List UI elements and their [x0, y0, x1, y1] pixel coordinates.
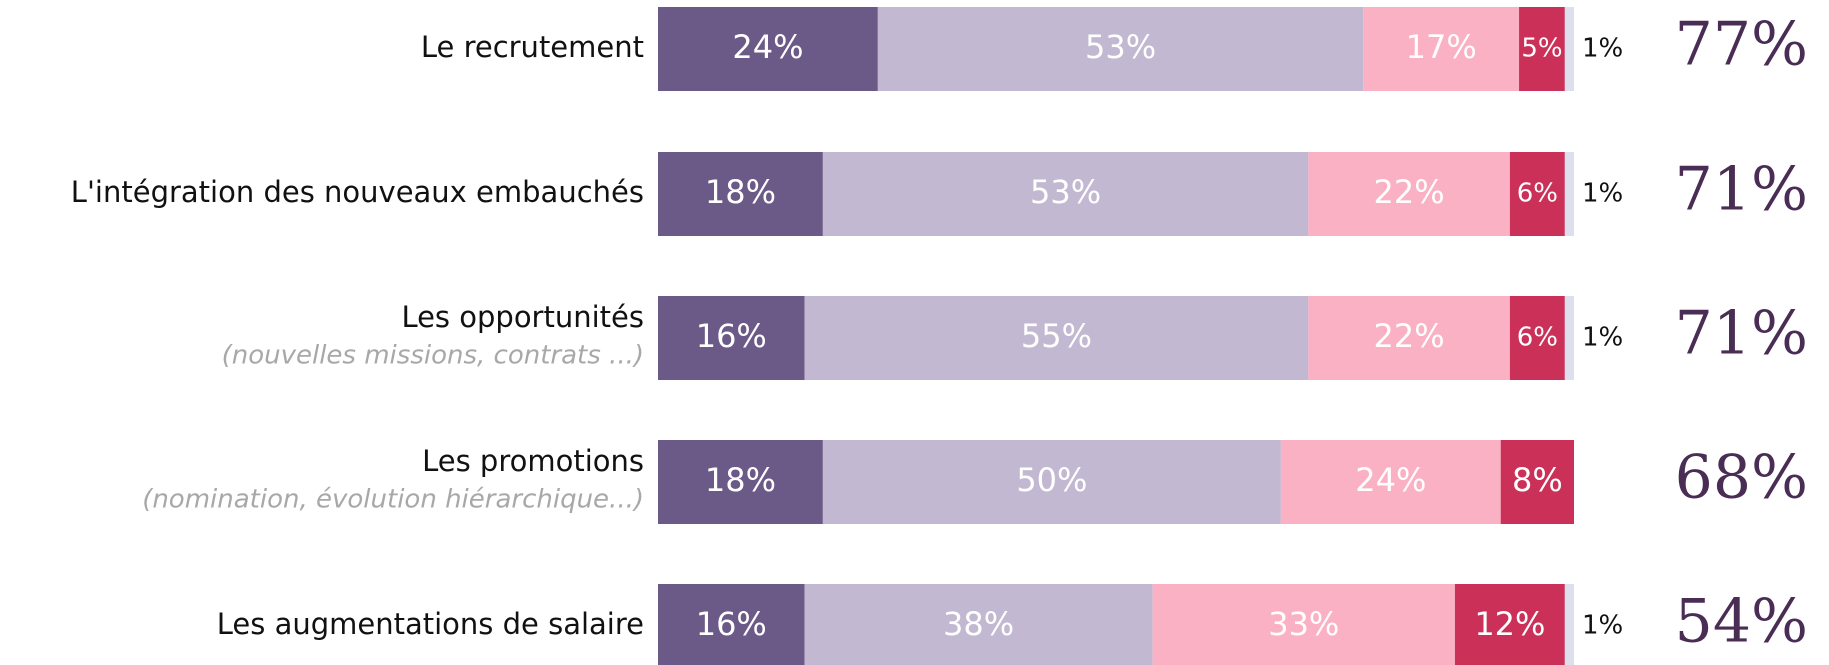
bar-segment [822, 152, 1309, 236]
bar-segment [877, 7, 1364, 91]
category-label: Les promotions [422, 444, 644, 478]
bar-segment [1509, 152, 1565, 236]
bar-segment [1519, 7, 1565, 91]
bar-segment [1509, 296, 1565, 380]
bar-segment [658, 296, 805, 380]
value-label: 6% [1517, 179, 1558, 209]
bar-segment [1454, 584, 1565, 665]
value-label: 38% [943, 605, 1014, 643]
value-label: 6% [1517, 323, 1558, 353]
bar-segment [1564, 152, 1574, 236]
category-sublabel: (nomination, évolution hiérarchique...) [142, 485, 644, 515]
bar-segment [658, 584, 805, 665]
bar-segment [1500, 440, 1574, 524]
total-label: 71% [1675, 299, 1808, 369]
value-label: 24% [732, 28, 803, 66]
total-label: 77% [1675, 10, 1808, 80]
bar-segment [1564, 296, 1574, 380]
bar-segment [1280, 440, 1501, 524]
bar-segment [1308, 152, 1510, 236]
value-label: 53% [1085, 28, 1156, 66]
bar-segment [1564, 584, 1574, 665]
value-label: 12% [1474, 605, 1545, 643]
bar-segment [658, 7, 878, 91]
value-label: 50% [1016, 461, 1087, 499]
category-label: L'intégration des nouveaux embauchés [71, 175, 644, 209]
bar-segment [1564, 7, 1574, 91]
value-label: 16% [696, 317, 767, 355]
bar-segment [658, 152, 823, 236]
value-label: 53% [1030, 173, 1101, 211]
value-label: 22% [1374, 173, 1445, 211]
value-label: 18% [705, 461, 776, 499]
value-label: 18% [705, 173, 776, 211]
total-label: 71% [1675, 155, 1808, 225]
value-label: 33% [1268, 605, 1339, 643]
value-label: 17% [1406, 28, 1477, 66]
value-label: 1% [1582, 34, 1623, 64]
value-label: 22% [1374, 317, 1445, 355]
category-label: Le recrutement [421, 30, 644, 64]
value-label: 5% [1521, 34, 1562, 64]
value-label: 55% [1021, 317, 1092, 355]
bar-segment [658, 440, 823, 524]
value-label: 16% [696, 605, 767, 643]
value-label: 1% [1582, 179, 1623, 209]
category-label: Les augmentations de salaire [217, 607, 644, 641]
total-label: 54% [1675, 587, 1808, 657]
total-label: 68% [1675, 443, 1808, 513]
bar-segment [1363, 7, 1520, 91]
bar-segment [1152, 584, 1455, 665]
category-label: Les opportunités [401, 300, 644, 334]
value-label: 24% [1355, 461, 1426, 499]
bar-segment [804, 296, 1309, 380]
value-label: 1% [1582, 323, 1623, 353]
bar-segment [822, 440, 1281, 524]
bar-segment [804, 584, 1153, 665]
value-label: 1% [1582, 611, 1623, 641]
category-sublabel: (nouvelles missions, contrats ...) [222, 341, 644, 371]
value-label: 8% [1512, 461, 1563, 499]
bar-segment [1308, 296, 1510, 380]
